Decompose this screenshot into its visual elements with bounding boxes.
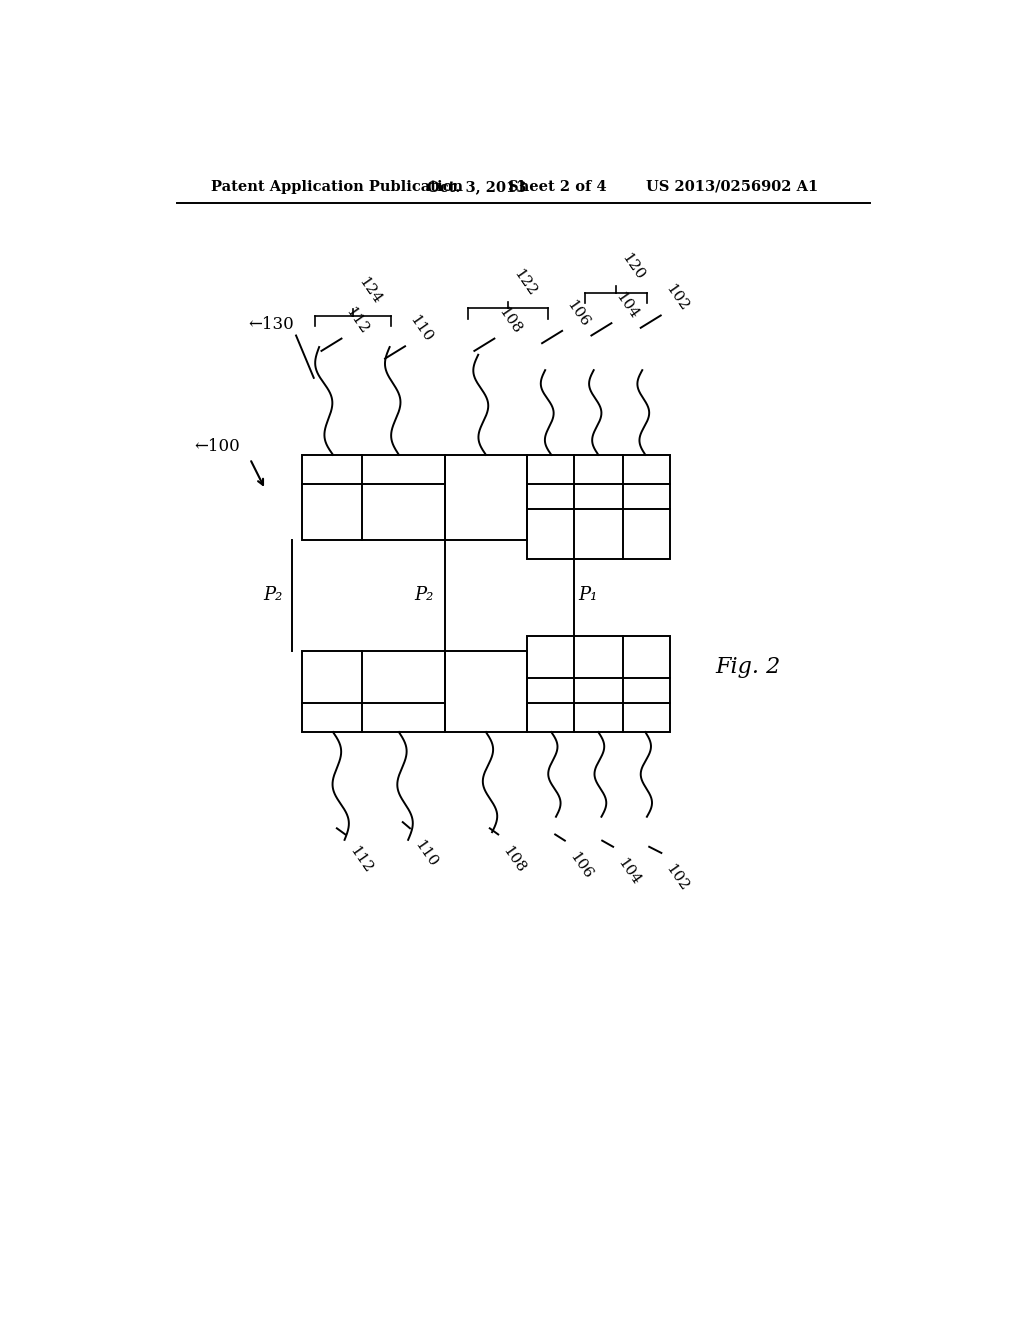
Text: US 2013/0256902 A1: US 2013/0256902 A1 bbox=[646, 180, 819, 194]
Text: P₂: P₂ bbox=[414, 586, 433, 605]
Text: Oct. 3, 2013: Oct. 3, 2013 bbox=[427, 180, 526, 194]
Text: 104: 104 bbox=[614, 857, 643, 888]
Text: 110: 110 bbox=[407, 313, 435, 345]
Text: ←100: ←100 bbox=[195, 438, 240, 455]
Text: 108: 108 bbox=[500, 843, 528, 875]
Text: 102: 102 bbox=[663, 862, 691, 894]
Text: Fig. 2: Fig. 2 bbox=[716, 656, 781, 677]
Text: 102: 102 bbox=[663, 282, 690, 314]
Text: 108: 108 bbox=[496, 305, 524, 337]
Bar bbox=[301, 455, 444, 540]
Bar bbox=[301, 651, 444, 733]
Text: Sheet 2 of 4: Sheet 2 of 4 bbox=[508, 180, 606, 194]
Text: ←130: ←130 bbox=[249, 317, 295, 333]
Text: 122: 122 bbox=[511, 267, 539, 298]
Bar bbox=[444, 651, 527, 733]
Text: 124: 124 bbox=[355, 275, 384, 306]
Text: Patent Application Publication: Patent Application Publication bbox=[211, 180, 464, 194]
Bar bbox=[444, 455, 527, 540]
Text: 112: 112 bbox=[343, 305, 372, 337]
Bar bbox=[527, 636, 670, 733]
Text: 112: 112 bbox=[347, 843, 375, 875]
Text: P₁: P₁ bbox=[578, 586, 597, 605]
Text: 104: 104 bbox=[613, 289, 641, 322]
Text: 120: 120 bbox=[618, 251, 646, 284]
Bar bbox=[527, 455, 670, 558]
Text: 106: 106 bbox=[563, 297, 592, 330]
Text: P₂: P₂ bbox=[263, 586, 283, 605]
Text: 106: 106 bbox=[566, 850, 595, 882]
Text: 110: 110 bbox=[412, 838, 439, 870]
